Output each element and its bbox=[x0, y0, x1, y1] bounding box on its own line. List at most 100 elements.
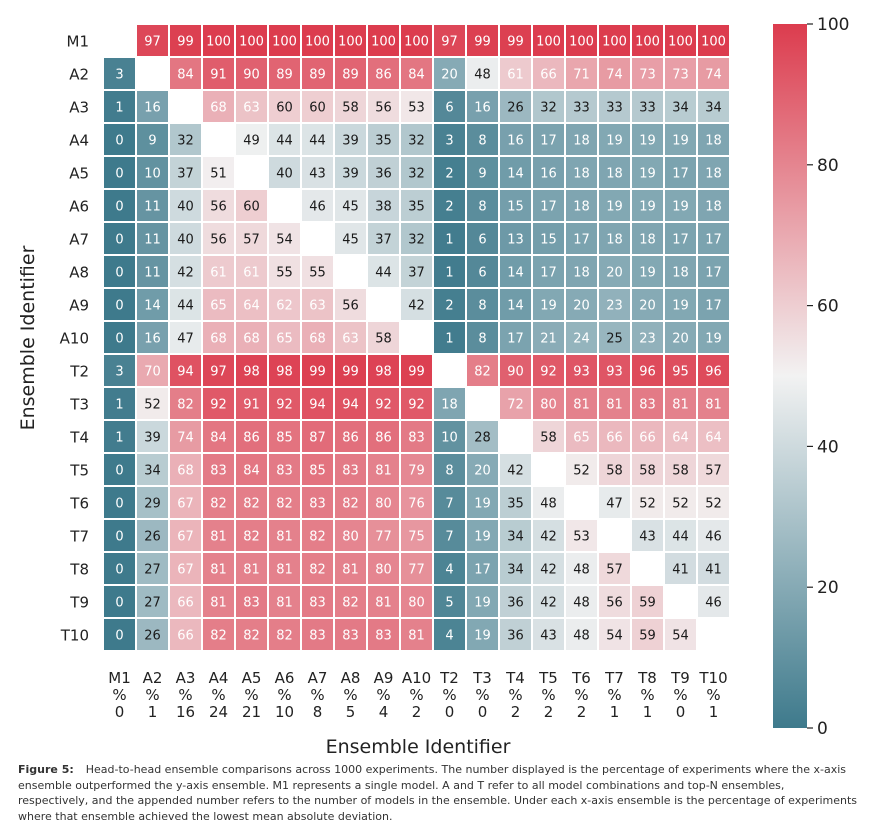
heatmap-cell bbox=[368, 91, 399, 122]
cell-value-label: 57 bbox=[705, 464, 722, 479]
cell-value-label: 61 bbox=[507, 68, 524, 83]
cell-value-label: 97 bbox=[210, 365, 227, 380]
cell-value-label: 58 bbox=[672, 464, 689, 479]
x-tick-label: T3 bbox=[472, 669, 492, 687]
heatmap-cell bbox=[104, 190, 135, 221]
heatmap-cell bbox=[335, 190, 366, 221]
cell-value-label: 91 bbox=[243, 398, 260, 413]
cell-value-label: 3 bbox=[445, 134, 453, 149]
cell-value-label: 17 bbox=[540, 134, 557, 149]
cell-value-label: 48 bbox=[573, 629, 590, 644]
heatmap-cell bbox=[665, 91, 696, 122]
cell-value-label: 24 bbox=[573, 332, 590, 347]
cell-value-label: 52 bbox=[639, 497, 656, 512]
heatmap-cell bbox=[335, 124, 366, 155]
heatmap-cell bbox=[566, 388, 597, 419]
cell-value-label: 35 bbox=[408, 200, 425, 215]
heatmap-cell bbox=[665, 289, 696, 320]
heatmap-cell bbox=[698, 421, 729, 452]
heatmap-cell bbox=[533, 190, 564, 221]
heatmap-cell bbox=[566, 91, 597, 122]
heatmap-cell bbox=[698, 355, 729, 386]
heatmap-cell bbox=[566, 619, 597, 650]
cell-value-label: 8 bbox=[478, 332, 486, 347]
y-tick-label: A6 bbox=[69, 198, 89, 216]
heatmap-cell bbox=[566, 586, 597, 617]
heatmap-cell bbox=[566, 520, 597, 551]
cell-value-label: 92 bbox=[210, 398, 227, 413]
heatmap-cell bbox=[170, 388, 201, 419]
heatmap-cell bbox=[632, 58, 663, 89]
cell-value-label: 58 bbox=[540, 431, 557, 446]
cell-value-label: 58 bbox=[606, 464, 623, 479]
heatmap-cell bbox=[269, 289, 300, 320]
heatmap-cell bbox=[236, 322, 267, 353]
x-tick-labels: M1%0A2%1A3%16A4%24A5%21A6%10A7%8A8%5A9%4… bbox=[108, 669, 727, 721]
cell-value-label: 36 bbox=[507, 629, 524, 644]
cell-value-label: 66 bbox=[177, 629, 194, 644]
cell-value-label: 94 bbox=[309, 398, 326, 413]
heatmap-cell bbox=[434, 487, 465, 518]
heatmap-cell bbox=[269, 124, 300, 155]
cell-value-label: 100 bbox=[668, 35, 693, 50]
heatmap-cell bbox=[566, 355, 597, 386]
cell-value-label: 0 bbox=[115, 530, 123, 545]
cell-value-label: 66 bbox=[606, 431, 623, 446]
heatmap-cell bbox=[335, 91, 366, 122]
cell-value-label: 84 bbox=[243, 464, 260, 479]
cell-value-label: 56 bbox=[375, 101, 392, 116]
cell-value-label: 74 bbox=[177, 431, 194, 446]
cell-value-label: 1 bbox=[115, 101, 123, 116]
cell-value-label: 4 bbox=[445, 629, 453, 644]
heatmap-cell bbox=[401, 223, 432, 254]
cell-value-label: 0 bbox=[115, 299, 123, 314]
x-tick-best-percentage: 21 bbox=[242, 703, 261, 721]
cell-value-label: 20 bbox=[672, 332, 689, 347]
cell-value-label: 83 bbox=[309, 497, 326, 512]
x-tick-percent-sign: % bbox=[442, 686, 456, 704]
cell-value-label: 6 bbox=[478, 233, 486, 248]
cell-value-label: 54 bbox=[606, 629, 623, 644]
heatmap-cell bbox=[170, 520, 201, 551]
heatmap-cell bbox=[401, 388, 432, 419]
x-tick-percent-sign: % bbox=[343, 686, 357, 704]
heatmap-cell bbox=[104, 586, 135, 617]
cell-value-label: 8 bbox=[445, 464, 453, 479]
heatmap-cell bbox=[137, 190, 168, 221]
cell-value-label: 83 bbox=[408, 431, 425, 446]
heatmap-cell bbox=[137, 124, 168, 155]
heatmap-cell bbox=[467, 58, 498, 89]
heatmap-cell bbox=[104, 553, 135, 584]
heatmap-cell bbox=[632, 421, 663, 452]
cell-value-label: 4 bbox=[445, 563, 453, 578]
heatmap-cell bbox=[302, 454, 333, 485]
heatmap-cell bbox=[203, 520, 234, 551]
heatmap-cell bbox=[434, 124, 465, 155]
heatmap-cell bbox=[170, 322, 201, 353]
heatmap-cell bbox=[137, 553, 168, 584]
cell-value-label: 100 bbox=[272, 35, 297, 50]
heatmap-cell bbox=[434, 190, 465, 221]
cell-value-label: 1 bbox=[115, 398, 123, 413]
heatmap-cell bbox=[137, 619, 168, 650]
heatmap-cell bbox=[500, 520, 531, 551]
cell-value-label: 44 bbox=[276, 134, 293, 149]
x-tick-percent-sign: % bbox=[310, 686, 324, 704]
cell-value-label: 70 bbox=[144, 365, 161, 380]
heatmap-cell bbox=[632, 619, 663, 650]
heatmap-cell bbox=[533, 553, 564, 584]
heatmap-cell bbox=[533, 157, 564, 188]
cell-value-label: 37 bbox=[375, 233, 392, 248]
cell-value-label: 52 bbox=[705, 497, 722, 512]
cell-value-label: 18 bbox=[705, 200, 722, 215]
cell-value-label: 73 bbox=[672, 68, 689, 83]
heatmap-cell bbox=[467, 553, 498, 584]
x-tick-best-percentage: 0 bbox=[478, 703, 488, 721]
heatmap-cell bbox=[467, 25, 498, 56]
cell-value-label: 83 bbox=[243, 596, 260, 611]
cell-value-label: 44 bbox=[375, 266, 392, 281]
heatmap-cell bbox=[665, 256, 696, 287]
cell-value-label: 67 bbox=[177, 497, 194, 512]
cell-value-label: 100 bbox=[701, 35, 726, 50]
heatmap-cell bbox=[698, 58, 729, 89]
